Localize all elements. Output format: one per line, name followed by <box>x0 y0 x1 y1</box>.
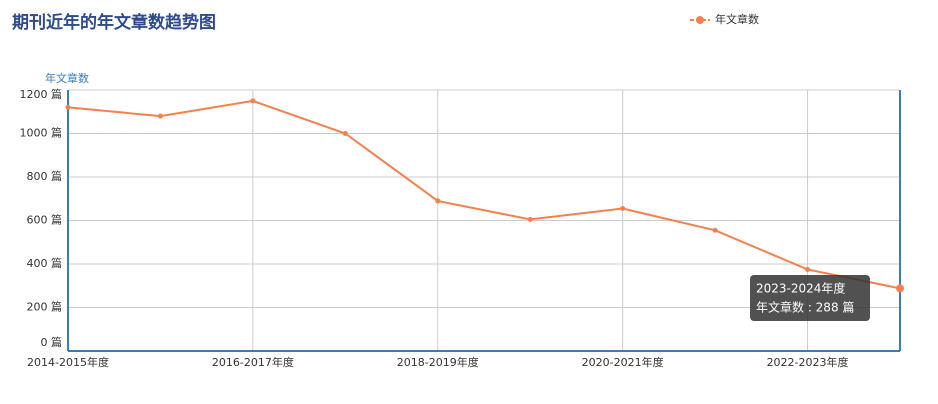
y-tick-label: 800 篇 <box>27 169 63 183</box>
point <box>65 104 71 110</box>
y-tick-label: 400 篇 <box>27 256 63 270</box>
y-tick-label: 0 篇 <box>41 335 63 349</box>
legend-label: 年文章数 <box>715 12 759 26</box>
y-tick-label: 1200 篇 <box>20 87 63 101</box>
legend-marker <box>696 16 704 24</box>
x-tick-label: 2014-2015年度 <box>27 355 109 369</box>
point <box>896 284 904 293</box>
point <box>250 98 256 104</box>
line <box>67 99 901 290</box>
point <box>157 113 163 119</box>
point <box>712 227 718 233</box>
point <box>342 131 348 136</box>
tooltip <box>750 275 870 321</box>
x-tick-label: 2022-2023年度 <box>767 355 849 369</box>
tooltip-title: 2023-2024年度 <box>756 281 845 296</box>
x-tick-label: 2018-2019年度 <box>397 355 479 369</box>
point <box>527 216 533 222</box>
x-tick-label: 2016-2017年度 <box>212 355 294 369</box>
x-tick-label: 2020-2021年度 <box>582 355 664 369</box>
y-tick-label: 1000 篇 <box>20 126 63 140</box>
y-tick-label: 200 篇 <box>27 300 63 314</box>
y-axis-label: 年文章数 <box>45 71 89 85</box>
point <box>805 266 811 272</box>
point <box>620 206 626 212</box>
tooltip-text: 年文章数 : 288 篇 <box>756 300 854 315</box>
chart-title: 期刊近年的年文章数趋势图 <box>12 12 216 33</box>
y-tick-label: 600 篇 <box>27 213 63 227</box>
point <box>435 198 441 204</box>
